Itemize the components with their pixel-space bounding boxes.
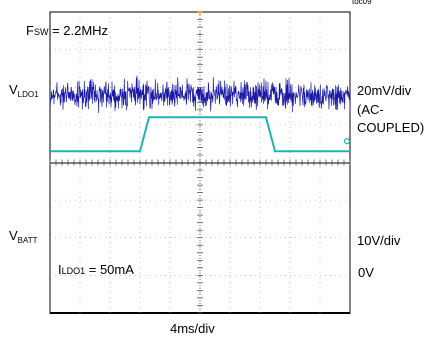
iload-value: = 50mA xyxy=(85,262,134,277)
ch1-scale: 20mV/div xyxy=(357,83,412,98)
ch2-label: VBATT xyxy=(9,228,38,245)
ch2-label-sub: BATT xyxy=(18,236,38,245)
fsw-prefix: F xyxy=(26,23,34,38)
trigger-marker xyxy=(197,11,203,15)
iload-annotation: ILDO1 = 50mA xyxy=(58,262,134,277)
fsw-annotation: FSW = 2.2MHz xyxy=(26,23,108,38)
ch2-zero-label: 0V xyxy=(358,265,374,280)
ch1-label: VLDO1 xyxy=(9,82,39,99)
vbatt-end-marker xyxy=(343,138,351,145)
plot-area xyxy=(49,11,351,314)
iload-sub: LDO1 xyxy=(62,266,86,276)
ch2-scale: 10V/div xyxy=(357,233,401,248)
ch1-coupling-line1: (AC- xyxy=(357,102,384,117)
vbatt-trace xyxy=(50,116,350,153)
iload-prefix: I xyxy=(58,262,62,277)
fsw-sub: SW xyxy=(34,27,49,37)
ch1-label-prefix: V xyxy=(9,82,18,97)
ch1-coupling-line2: COUPLED) xyxy=(357,120,424,135)
fsw-value: = 2.2MHz xyxy=(48,23,108,38)
ch1-label-sub: LDO1 xyxy=(18,90,39,99)
ch2-label-prefix: V xyxy=(9,228,18,243)
figure-id: toc09 xyxy=(352,0,372,6)
vldo1-trace xyxy=(49,75,351,113)
x-axis-label: 4ms/div xyxy=(170,321,215,336)
